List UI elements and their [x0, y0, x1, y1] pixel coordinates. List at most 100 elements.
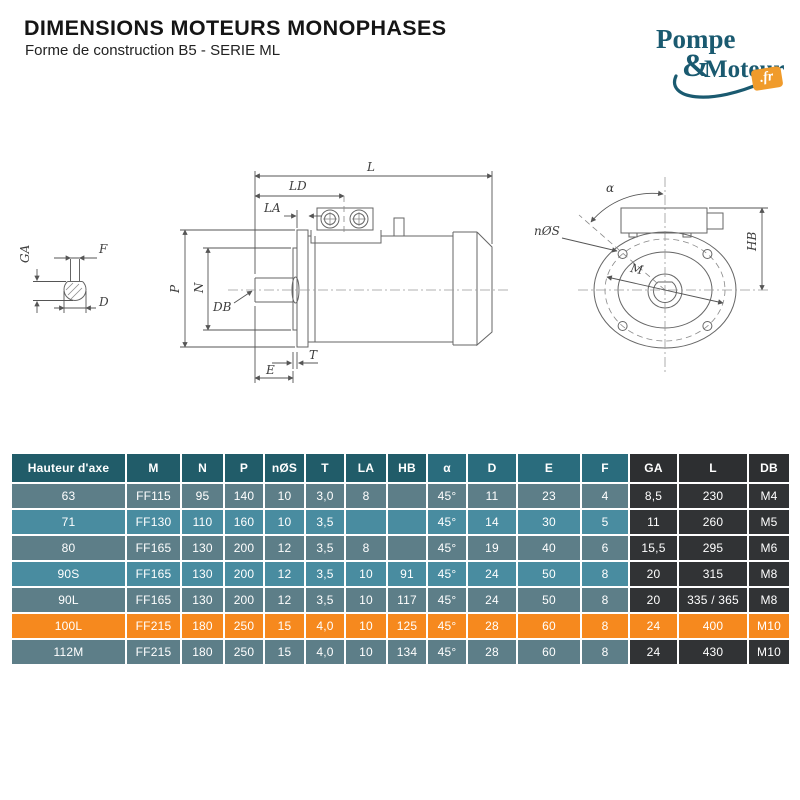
motor-side-view: L LD LA P N DB	[168, 160, 508, 383]
technical-diagram: F GA D	[18, 160, 768, 383]
table-cell: 110	[180, 508, 225, 536]
logo-word-pompe: Pompe	[656, 24, 736, 54]
table-cell: M6	[747, 534, 791, 562]
table-cell: 335 / 365	[677, 586, 749, 614]
table-row: 90S FF165 130 200 12 3,5 10 91 45° 24 50 8 20 315 M8	[10, 560, 791, 588]
table-cell: 250	[223, 612, 265, 640]
table-cell: 63	[10, 482, 127, 510]
dim-label-e: E	[265, 363, 275, 377]
dim-label-la: LA	[263, 201, 281, 215]
table-cell: 10	[263, 508, 306, 536]
table-cell: M8	[747, 586, 791, 614]
table-cell: 95	[180, 482, 225, 510]
table-cell: 80	[10, 534, 127, 562]
table-cell: 4,0	[304, 612, 346, 640]
table-cell: 20	[628, 586, 679, 614]
table-cell: 315	[677, 560, 749, 588]
table-cell: 11	[466, 482, 518, 510]
table-cell: 12	[263, 560, 306, 588]
page-subtitle: Forme de construction B5 - SERIE ML	[25, 42, 281, 59]
column-header: T	[304, 452, 346, 484]
table-cell: 260	[677, 508, 749, 536]
dim-label-ga: GA	[18, 244, 32, 263]
column-header: HB	[386, 452, 428, 484]
table-cell: 8	[580, 612, 630, 640]
table-cell: 30	[516, 508, 582, 536]
table-cell: 10	[344, 586, 388, 614]
table-cell: 230	[677, 482, 749, 510]
table-cell: 400	[677, 612, 749, 640]
column-header: E	[516, 452, 582, 484]
table-cell: 200	[223, 586, 265, 614]
table-cell: 117	[386, 586, 428, 614]
shaft-end-view: F GA D	[18, 242, 109, 313]
table-cell: 6	[580, 534, 630, 562]
flange-front-view: HB α nØS M	[534, 177, 768, 374]
table-cell: 45°	[426, 482, 468, 510]
table-cell: 15	[263, 638, 306, 666]
table-cell: 40	[516, 534, 582, 562]
dim-label-f: F	[98, 242, 108, 256]
table-cell: M5	[747, 508, 791, 536]
table-cell: 3,5	[304, 560, 346, 588]
table-cell: 71	[10, 508, 127, 536]
table-cell: 24	[628, 612, 679, 640]
table-cell: 24	[466, 586, 518, 614]
column-header: N	[180, 452, 225, 484]
table-row: 90L FF165 130 200 12 3,5 10 117 45° 24 50 8 20 335 / …	[10, 586, 791, 614]
table-cell: 8	[580, 638, 630, 666]
table-cell: 430	[677, 638, 749, 666]
table-cell: FF215	[125, 638, 182, 666]
table-cell: 180	[180, 612, 225, 640]
table-cell: 5	[580, 508, 630, 536]
table-cell: 10	[344, 560, 388, 588]
table-cell: FF165	[125, 534, 182, 562]
table-cell: 60	[516, 612, 582, 640]
dim-label-hb: HB	[745, 232, 759, 252]
logo-ampersand: &	[682, 48, 710, 84]
table-cell: 12	[263, 534, 306, 562]
dim-label-db: DB	[212, 300, 232, 314]
dim-label-d: D	[98, 295, 109, 309]
table-cell: 11	[628, 508, 679, 536]
table-cell: 45°	[426, 534, 468, 562]
table-cell: 3,5	[304, 508, 346, 536]
table-cell: 8,5	[628, 482, 679, 510]
table-cell: FF130	[125, 508, 182, 536]
table-cell: 130	[180, 586, 225, 614]
table-row: 100L FF215 180 250 15 4,0 10 125 45° 28 60 8 24 400 M1…	[10, 612, 791, 640]
table-cell: 8	[580, 586, 630, 614]
table-cell: 8	[344, 482, 388, 510]
table-cell: 295	[677, 534, 749, 562]
brand-swoosh	[672, 74, 770, 99]
dim-label-m: M	[628, 261, 645, 278]
table-cell: 10	[344, 638, 388, 666]
column-header: nØS	[263, 452, 306, 484]
table-cell: 90S	[10, 560, 127, 588]
table-cell: 12	[263, 586, 306, 614]
table-cell: 15	[263, 612, 306, 640]
table-cell: 112M	[10, 638, 127, 666]
table-cell: 200	[223, 560, 265, 588]
table-cell: 4	[580, 482, 630, 510]
column-header: GA	[628, 452, 679, 484]
table-cell: FF115	[125, 482, 182, 510]
table-cell: 250	[223, 638, 265, 666]
table-cell: 90L	[10, 586, 127, 614]
table-cell: 28	[466, 638, 518, 666]
table-cell: 23	[516, 482, 582, 510]
table-cell: 45°	[426, 560, 468, 588]
dim-label-alpha: α	[606, 181, 614, 195]
column-header: DB	[747, 452, 791, 484]
column-header: LA	[344, 452, 388, 484]
table-cell: 45°	[426, 638, 468, 666]
table-cell: 10	[344, 612, 388, 640]
column-header: Hauteur d'axe	[10, 452, 127, 484]
column-header: α	[426, 452, 468, 484]
table-row: 80 FF165 130 200 12 3,5 8 45° 19 40 6 15,5 295 M6	[10, 534, 791, 562]
table-cell: 130	[180, 560, 225, 588]
table-cell: 160	[223, 508, 265, 536]
column-header: D	[466, 452, 518, 484]
table-cell: 19	[466, 534, 518, 562]
